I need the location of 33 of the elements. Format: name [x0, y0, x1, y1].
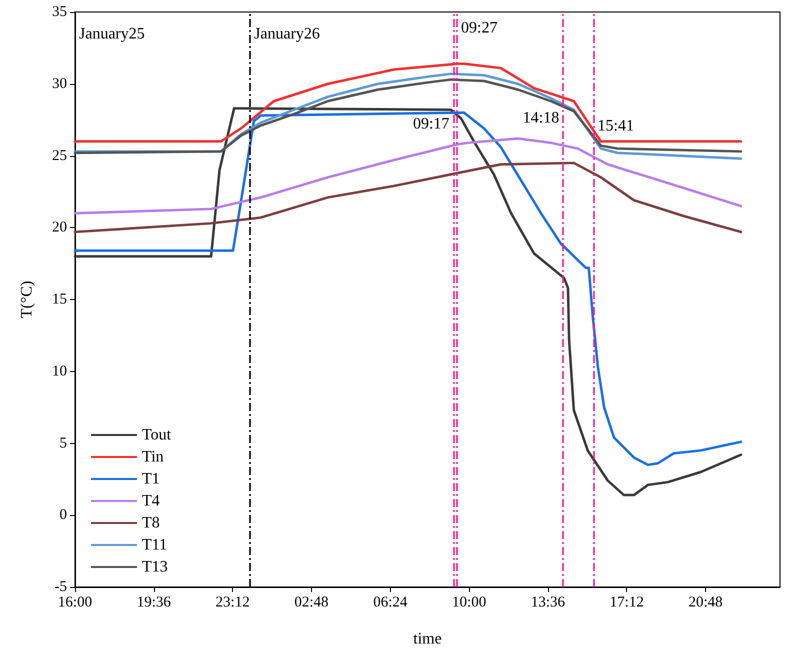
- annotation: January25: [79, 26, 145, 42]
- y-tick-label: 35: [52, 4, 67, 20]
- y-tick-label: 0: [60, 507, 67, 524]
- legend-label: T4: [142, 492, 160, 510]
- y-tick-label: 10: [52, 363, 67, 380]
- y-tick-label: 30: [52, 76, 67, 92]
- y-tick-label: 25: [52, 148, 67, 164]
- x-tick-label: 19:36: [136, 594, 172, 610]
- x-tick-label: 06:24: [373, 594, 408, 610]
- ref-line-label: 14:18: [522, 110, 560, 126]
- x-tick-label: 10:00: [452, 594, 486, 610]
- legend-label: Tin: [142, 448, 164, 466]
- legend-label: T1: [142, 470, 160, 488]
- ref-line-label: January26: [254, 26, 320, 42]
- x-tick-label: 20:48: [688, 594, 723, 610]
- legend-label: T11: [142, 536, 168, 554]
- y-tick-label: 20: [52, 220, 67, 236]
- x-tick-label: 23:12: [216, 594, 250, 610]
- ref-line-label: 15:41: [598, 118, 634, 134]
- y-tick-label: -5: [54, 579, 67, 595]
- x-tick-label: 17:12: [610, 594, 644, 610]
- legend-label: T13: [142, 558, 168, 576]
- legend-label: T8: [142, 514, 160, 532]
- y-tick-label: 5: [60, 435, 67, 452]
- x-tick-label: 02:48: [294, 594, 329, 610]
- x-tick-label: 13:36: [530, 594, 566, 610]
- x-axis-title: time: [413, 630, 442, 648]
- ref-line-label: 09:27: [461, 20, 498, 36]
- legend-label: Tout: [142, 426, 172, 444]
- ref-line-label: 09:17: [412, 116, 450, 132]
- y-axis-title: T(°C): [18, 280, 36, 318]
- x-tick-label: 16:00: [58, 594, 92, 610]
- y-tick-label: 15: [52, 292, 67, 308]
